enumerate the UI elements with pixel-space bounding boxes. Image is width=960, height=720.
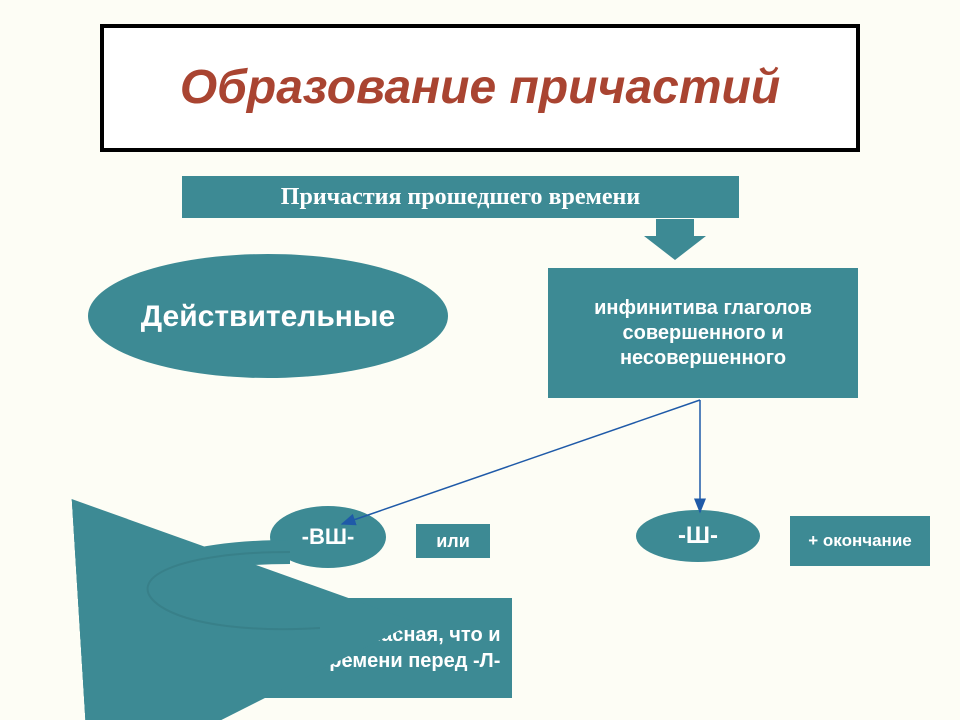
down-arrow-icon — [644, 219, 706, 260]
infinitive-text: инфинитива глаголов совершенного и несов… — [556, 296, 850, 371]
active-ellipse: Действительные — [88, 254, 448, 378]
subtitle-text: Причастия прошедшего времени — [281, 184, 640, 211]
ending-box: + окончание — [790, 516, 930, 566]
ili-text: или — [436, 531, 470, 552]
active-ellipse-text: Действительные — [141, 300, 395, 333]
arrow-to-vsh — [342, 400, 700, 524]
ending-text: + окончание — [808, 532, 911, 551]
infinitive-box: инфинитива глаголов совершенного и несов… — [548, 268, 858, 398]
note-text: перед -ВШ- пишется та же гласная, что и … — [92, 622, 504, 674]
note-box: перед -ВШ- пишется та же гласная, что и … — [84, 598, 512, 698]
vsh-text: -ВШ- — [302, 526, 355, 548]
sh-text: -Ш- — [678, 522, 718, 550]
subtitle-bar: Причастия прошедшего времени — [182, 176, 739, 218]
title-box: Образование причастий — [100, 24, 860, 152]
sh-ellipse: -Ш- — [636, 510, 760, 562]
vsh-ellipse: -ВШ- — [270, 506, 386, 568]
ili-box: или — [416, 524, 490, 558]
title-text: Образование причастий — [180, 63, 780, 113]
